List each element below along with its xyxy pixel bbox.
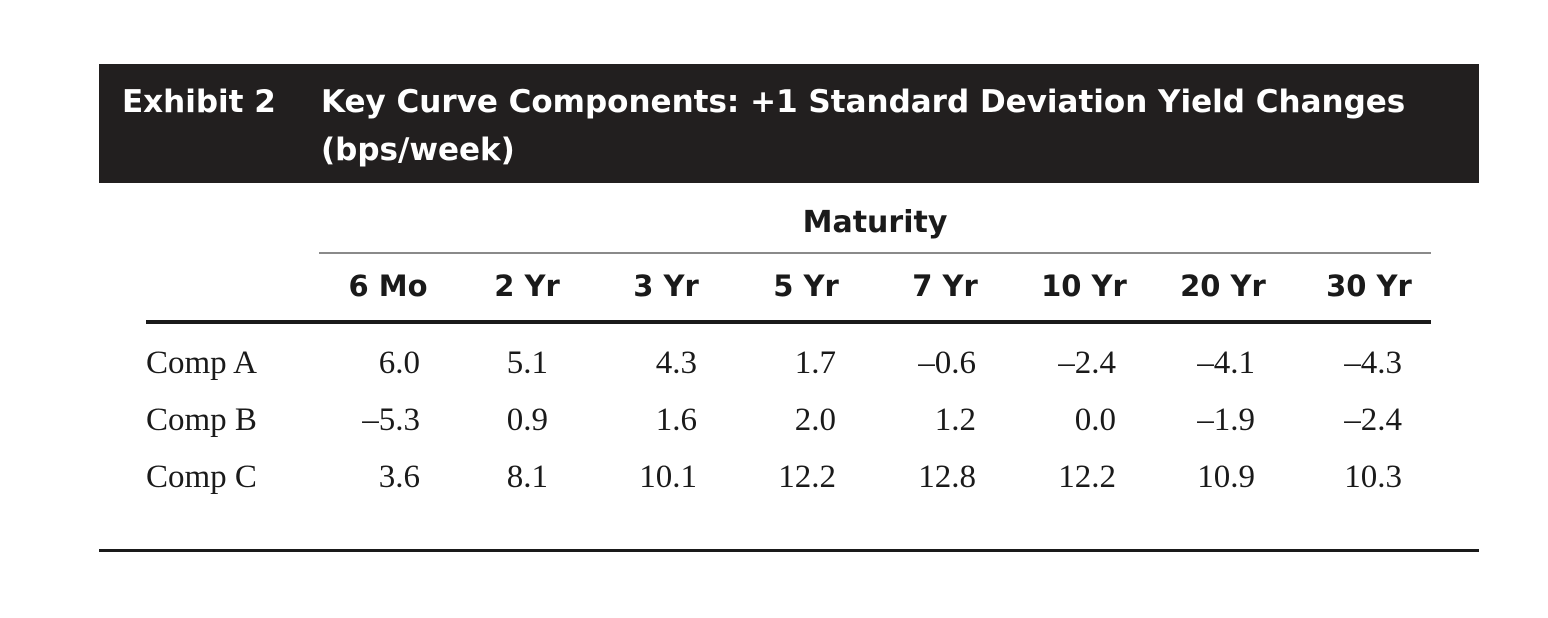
table-cell: 12.2 bbox=[1058, 459, 1116, 495]
maturity-group-header: Maturity bbox=[802, 205, 948, 240]
column-header-6-mo: 6 Mo bbox=[348, 269, 428, 303]
table-cell: 3.6 bbox=[378, 459, 420, 495]
column-header-2-yr: 2 Yr bbox=[494, 269, 560, 303]
row-label: Comp C bbox=[146, 459, 257, 495]
table-cell: 12.8 bbox=[918, 459, 976, 495]
group-header-rule bbox=[319, 252, 1431, 254]
table-cell: 12.2 bbox=[778, 459, 836, 495]
column-header-5-yr: 5 Yr bbox=[773, 269, 839, 303]
table-cell: –0.6 bbox=[918, 345, 976, 381]
table-cell: –2.4 bbox=[1058, 345, 1116, 381]
column-header-10-yr: 10 Yr bbox=[1041, 269, 1127, 303]
table-cell: 10.9 bbox=[1197, 459, 1255, 495]
table-cell: –1.9 bbox=[1197, 402, 1255, 438]
table-cell: 8.1 bbox=[506, 459, 548, 495]
table-cell: 1.6 bbox=[655, 402, 697, 438]
table-cell: 0.0 bbox=[1074, 402, 1116, 438]
exhibit-header: Exhibit 2 Key Curve Components: +1 Stand… bbox=[99, 64, 1479, 183]
row-label: Comp B bbox=[146, 402, 257, 438]
column-header-20-yr: 20 Yr bbox=[1180, 269, 1266, 303]
exhibit-title: Key Curve Components: +1 Standard Deviat… bbox=[321, 84, 1406, 168]
column-header-rule bbox=[146, 320, 1431, 324]
table-cell: 10.1 bbox=[639, 459, 697, 495]
column-header-30-yr: 30 Yr bbox=[1326, 269, 1412, 303]
table-cell: –4.1 bbox=[1197, 345, 1255, 381]
table-cell: 5.1 bbox=[506, 345, 548, 381]
table-cell: 1.2 bbox=[934, 402, 976, 438]
column-header-3-yr: 3 Yr bbox=[633, 269, 699, 303]
exhibit-label: Exhibit 2 bbox=[122, 84, 276, 120]
table-cell: –2.4 bbox=[1344, 402, 1402, 438]
table-cell: 4.3 bbox=[655, 345, 697, 381]
row-label: Comp A bbox=[146, 345, 257, 381]
table-cell: 10.3 bbox=[1344, 459, 1402, 495]
table-cell: –5.3 bbox=[362, 402, 420, 438]
column-header-7-yr: 7 Yr bbox=[912, 269, 978, 303]
table-cell: –4.3 bbox=[1344, 345, 1402, 381]
table-bottom-rule bbox=[99, 549, 1479, 552]
table-cell: 6.0 bbox=[378, 345, 420, 381]
table-cell: 1.7 bbox=[794, 345, 836, 381]
table-cell: 2.0 bbox=[794, 402, 836, 438]
table-cell: 0.9 bbox=[506, 402, 548, 438]
